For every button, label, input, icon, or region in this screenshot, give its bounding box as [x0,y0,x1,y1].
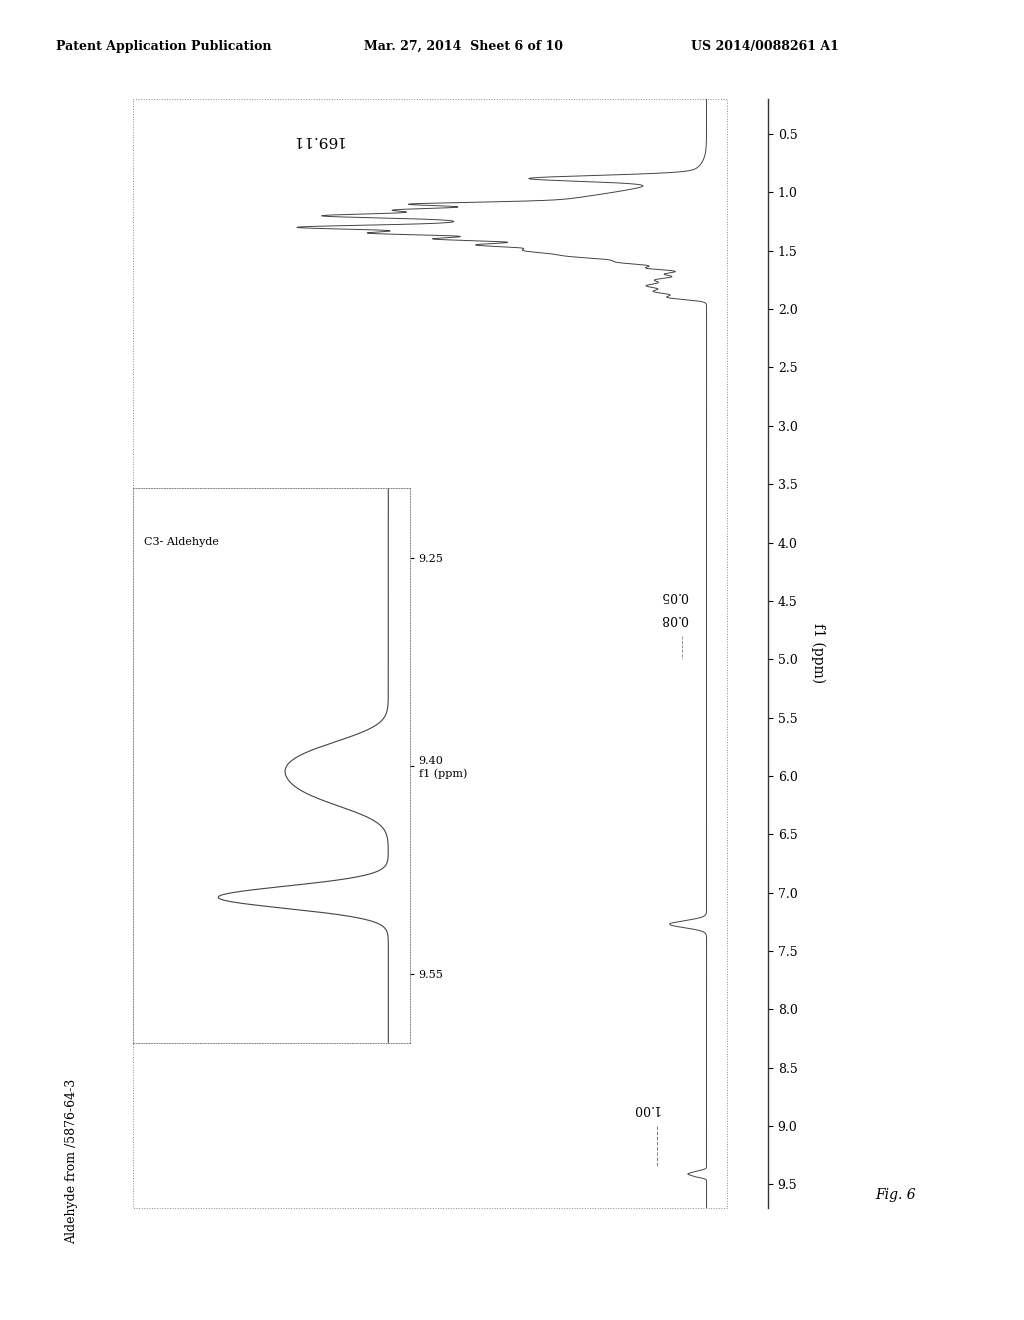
Text: 0.08: 0.08 [659,612,688,624]
Text: 1.00: 1.00 [631,1102,659,1115]
Text: Aldehyde from /5876-64-3: Aldehyde from /5876-64-3 [66,1078,78,1243]
Text: C3- Aldehyde: C3- Aldehyde [143,537,219,546]
Text: 0.05: 0.05 [659,589,688,602]
Text: 169.11: 169.11 [291,133,344,147]
Text: Fig. 6: Fig. 6 [876,1188,916,1201]
Text: US 2014/0088261 A1: US 2014/0088261 A1 [691,40,839,53]
Y-axis label: f1 (ppm): f1 (ppm) [811,623,825,684]
Text: Patent Application Publication: Patent Application Publication [56,40,271,53]
Text: Mar. 27, 2014  Sheet 6 of 10: Mar. 27, 2014 Sheet 6 of 10 [364,40,562,53]
